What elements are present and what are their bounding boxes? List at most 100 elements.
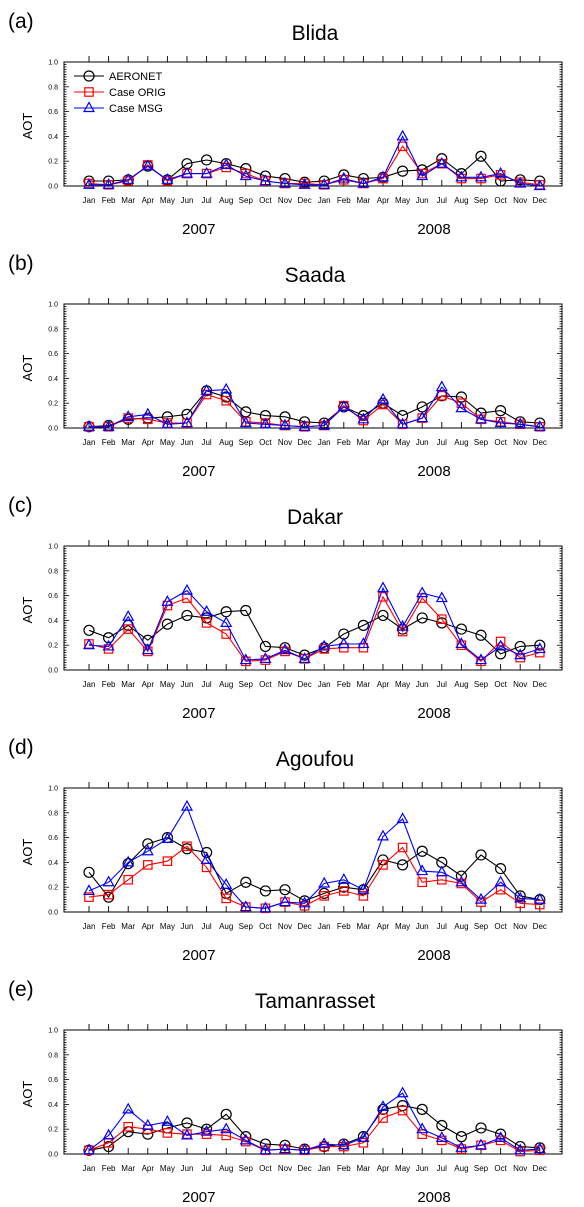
x-tick-label: May xyxy=(395,680,410,689)
data-point xyxy=(318,1137,331,1149)
x-tick-label: Mar xyxy=(357,922,371,931)
data-point xyxy=(495,862,507,875)
data-point xyxy=(122,1102,135,1114)
x-tick-label: Feb xyxy=(337,1164,351,1173)
y-tick-label: 0.8 xyxy=(48,1052,58,1059)
x-tick-label: Jan xyxy=(318,922,331,931)
x-tick-label: Jan xyxy=(318,1164,331,1173)
data-point xyxy=(82,1143,96,1155)
data-point xyxy=(357,1131,370,1142)
series-line xyxy=(88,586,540,661)
y-tick-label: 0.2 xyxy=(48,159,58,166)
data-point xyxy=(82,884,96,896)
y-tick-label: 0.2 xyxy=(48,643,58,650)
y-tick-label: 0.0 xyxy=(48,1152,58,1159)
x-tick-label: Apr xyxy=(142,438,155,447)
data-point xyxy=(122,858,134,870)
x-tick-label: Oct xyxy=(259,438,272,447)
x-tick-label: Nov xyxy=(278,438,292,447)
data-point xyxy=(357,412,370,424)
data-point xyxy=(495,636,506,647)
data-point xyxy=(102,1128,115,1140)
data-point xyxy=(298,1143,311,1155)
panel-agoufou: (d) Agoufou AOT 0.0 0.2 0.4 0.6 0.8 1.0 Jan Feb Mar… xyxy=(8,736,563,964)
x-tick-label: Jul xyxy=(437,1164,447,1173)
data-point xyxy=(221,893,231,904)
x-tick-label: Dec xyxy=(533,1164,547,1173)
data-point xyxy=(278,418,292,430)
data-point xyxy=(239,900,252,912)
y-tick-label: 0.2 xyxy=(48,1127,58,1134)
data-point xyxy=(376,392,390,404)
x-tick-label: Oct xyxy=(494,196,507,205)
data-point xyxy=(279,642,291,654)
data-point xyxy=(82,420,96,431)
x-tick-label: Apr xyxy=(142,922,155,931)
data-point xyxy=(436,1119,448,1132)
data-point xyxy=(514,416,526,428)
data-point xyxy=(318,639,331,651)
x-tick-label: Mar xyxy=(121,922,135,931)
data-point xyxy=(475,849,487,861)
x-tick-label: Jun xyxy=(416,922,429,931)
x-tick-label: Aug xyxy=(454,438,468,447)
x-tick-label: Mar xyxy=(121,680,135,689)
x-tick-label: May xyxy=(160,922,175,931)
x-tick-label: Jun xyxy=(181,680,194,689)
data-point xyxy=(339,886,349,896)
x-tick-label: Dec xyxy=(297,196,311,205)
x-tick-label: Jan xyxy=(83,196,96,205)
data-point xyxy=(141,407,154,419)
data-point xyxy=(180,166,194,178)
year-label: 2008 xyxy=(417,947,450,964)
data-point xyxy=(494,416,507,428)
data-point xyxy=(319,891,329,901)
y-tick-label: 0.0 xyxy=(48,426,58,433)
x-tick-label: Jul xyxy=(437,922,447,931)
data-point xyxy=(455,875,468,887)
data-point xyxy=(514,640,526,653)
series-case-msg xyxy=(82,380,546,431)
data-point xyxy=(495,405,507,417)
data-point xyxy=(494,639,507,651)
data-point xyxy=(475,150,487,162)
data-point xyxy=(123,624,133,634)
data-point xyxy=(279,884,291,896)
data-point xyxy=(337,400,350,412)
data-point xyxy=(474,653,488,665)
x-tick-label: Feb xyxy=(337,922,351,931)
data-point xyxy=(143,860,153,870)
x-tick-label: Jun xyxy=(416,1164,429,1173)
data-point xyxy=(220,382,233,394)
x-tick-label: Aug xyxy=(454,1164,468,1173)
data-point xyxy=(82,178,96,189)
data-point xyxy=(102,875,115,887)
data-point xyxy=(161,618,173,630)
x-tick-label: Jan xyxy=(83,1164,96,1173)
series-line xyxy=(88,845,540,909)
data-point xyxy=(278,1142,292,1154)
data-point xyxy=(437,158,447,169)
data-point xyxy=(299,654,310,664)
data-point xyxy=(181,1117,193,1129)
data-point xyxy=(494,875,507,887)
panel-title: Saada xyxy=(285,264,346,287)
data-point xyxy=(376,170,390,182)
data-point xyxy=(514,417,527,429)
year-label: 2008 xyxy=(417,705,450,722)
data-point xyxy=(259,417,272,429)
x-tick-label: Sep xyxy=(239,1164,254,1173)
y-tick-label: 0.6 xyxy=(48,351,58,358)
data-point xyxy=(102,1140,115,1153)
data-point xyxy=(240,876,252,888)
y-axis-label: AOT xyxy=(20,597,35,624)
panel-label: (c) xyxy=(8,494,33,517)
data-point xyxy=(318,178,331,189)
data-point xyxy=(161,1115,174,1126)
x-tick-label: Feb xyxy=(102,680,116,689)
data-point xyxy=(102,891,115,903)
series-line xyxy=(88,390,540,428)
x-tick-label: Jan xyxy=(318,438,331,447)
x-tick-label: Aug xyxy=(219,922,233,931)
data-point xyxy=(259,1138,271,1150)
